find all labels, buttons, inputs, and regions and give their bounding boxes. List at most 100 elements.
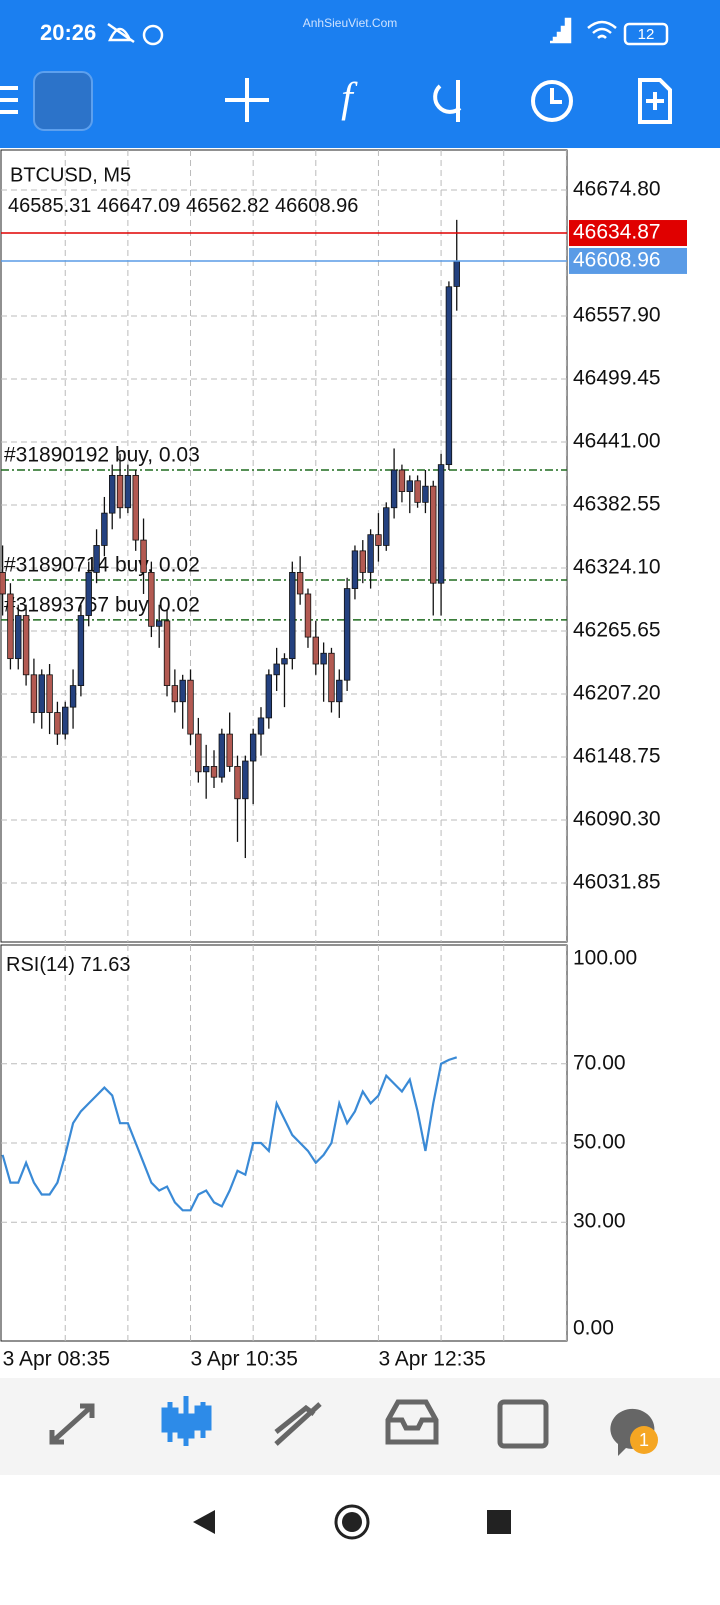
ask-label: 46634.87	[573, 221, 661, 244]
candle-body	[46, 674, 53, 713]
candle-body	[140, 539, 147, 573]
candle-body	[148, 572, 155, 627]
candle-body	[179, 679, 186, 703]
candle-body	[202, 766, 210, 773]
candle-body	[62, 706, 69, 735]
candle-body	[15, 615, 22, 660]
bottom-nav-icons	[49, 1396, 658, 1456]
candle-body	[383, 507, 390, 546]
candle-body	[195, 733, 202, 773]
y-tick-label: 46324.10	[573, 556, 661, 579]
candle-body	[249, 733, 257, 762]
ask-tag	[569, 220, 687, 247]
candle-body	[430, 485, 437, 584]
candle-body	[54, 712, 61, 735]
candle-body	[109, 475, 116, 514]
symbol-title: BTCUSD, M5	[10, 164, 131, 186]
recents-button[interactable]	[487, 1510, 511, 1534]
toolbar: f	[0, 71, 672, 131]
y-tick-label: 46265.65	[573, 619, 661, 642]
candle-body	[116, 475, 124, 509]
rsi-tick-label: 0.00	[573, 1317, 614, 1340]
trade-tab[interactable]	[274, 1402, 322, 1446]
candle-body	[85, 572, 92, 616]
menu-button[interactable]	[0, 86, 18, 114]
candle-body	[406, 480, 413, 492]
y-tick-label: 46031.85	[573, 871, 661, 894]
x-tick-label: 3 Apr 08:35	[3, 1348, 110, 1371]
candle-body	[187, 679, 194, 735]
y-tick-label: 46148.75	[573, 745, 661, 768]
rsi-readout: RSI(14) 71.63	[6, 954, 131, 976]
order-label: #31893767 buy, 0.02	[4, 593, 200, 616]
badge-count: 1	[639, 1430, 649, 1450]
candle-body	[304, 593, 312, 638]
app-logo[interactable]	[33, 71, 93, 131]
x-tick-label: 3 Apr 12:35	[378, 1348, 485, 1371]
candle-body	[281, 658, 288, 665]
candle-body	[77, 615, 85, 686]
candle-body	[101, 512, 108, 546]
low: 46562.82	[186, 195, 269, 217]
trade-button[interactable]	[433, 80, 462, 122]
candle-body	[390, 469, 398, 509]
clock: 20:26	[40, 20, 96, 45]
candle-body	[22, 615, 30, 676]
rsi-tick-label: 30.00	[573, 1210, 626, 1233]
y-tick-label: 46499.45	[573, 367, 661, 390]
battery: 12	[638, 26, 655, 43]
news-tab[interactable]	[497, 1399, 549, 1449]
price-pane	[0, 149, 568, 943]
bid-tag	[569, 247, 687, 274]
template-button[interactable]	[638, 78, 672, 124]
candle-body	[312, 636, 319, 665]
candle-body	[328, 652, 335, 703]
high: 46647.09	[97, 195, 180, 217]
y-tick-label: 46674.80	[573, 178, 661, 201]
candle-body	[226, 733, 233, 767]
top-bar	[0, 0, 720, 148]
rsi-label: RSI(14)	[6, 954, 75, 976]
rsi-tick-label: 70.00	[573, 1051, 626, 1074]
candle-body	[336, 679, 343, 703]
candle-body	[234, 766, 241, 800]
candle-body	[155, 620, 163, 627]
bid-label: 46608.96	[573, 249, 661, 272]
watermark: AnhSieuViet.Com	[303, 16, 398, 30]
candle-body	[38, 674, 45, 713]
rsi-value: 71.63	[80, 954, 130, 976]
home-button[interactable]	[334, 1504, 370, 1540]
candle-body	[422, 485, 429, 503]
back-button[interactable]	[193, 1510, 215, 1534]
candle-body	[445, 286, 453, 466]
badge	[630, 1426, 658, 1454]
candle-body	[0, 572, 6, 595]
crosshair-button[interactable]	[225, 78, 269, 122]
candle-body	[414, 480, 421, 503]
quotes-tab[interactable]	[49, 1403, 95, 1445]
order-label: #31890714 buy, 0.02	[4, 553, 200, 576]
period-button[interactable]	[531, 80, 573, 122]
candle-body	[273, 663, 280, 676]
candle-body	[437, 464, 445, 584]
candle-body	[132, 475, 139, 541]
system-nav	[193, 1504, 511, 1540]
candle-body	[7, 593, 14, 660]
candle-body	[163, 620, 171, 686]
close: 46608.96	[275, 195, 358, 217]
candle-body	[265, 674, 273, 719]
candle-body	[171, 685, 179, 703]
y-tick-label: 46382.55	[573, 493, 661, 516]
y-tick-label: 46441.00	[573, 430, 661, 453]
status-icons	[107, 17, 669, 46]
candle-body	[257, 717, 265, 735]
candle-body	[69, 685, 77, 708]
chart-tab[interactable]	[161, 1396, 212, 1446]
candle-body	[218, 733, 226, 778]
order-label: #31890192 buy, 0.03	[4, 444, 200, 467]
bottom-nav	[0, 1378, 720, 1475]
history-tab[interactable]	[385, 1399, 439, 1445]
candle-body	[351, 550, 359, 589]
ohlc-readout: 46585.31 46647.09 46562.82 46608.96	[8, 195, 358, 217]
candle-body	[242, 760, 249, 800]
